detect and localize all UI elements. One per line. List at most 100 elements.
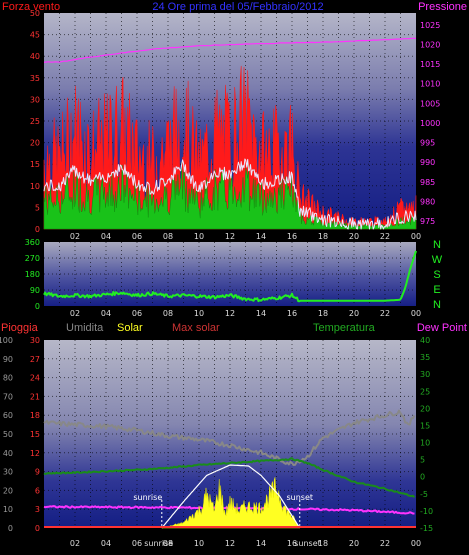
direction-y-tick: 180	[25, 270, 40, 279]
compass-s: S	[433, 269, 440, 281]
wind-y-tick: 30	[30, 95, 40, 104]
wind-axis-title: Forza vento	[2, 1, 60, 13]
wind-direction-line	[43, 250, 417, 303]
bot-x-tick: 02	[70, 539, 80, 548]
pressure-y-tick: 975	[420, 217, 435, 226]
wind-y-tick: 5	[35, 203, 40, 212]
temperature-y-tick: -15	[420, 524, 433, 533]
top-x-tick: 06	[132, 232, 142, 241]
legend-max-solar: Max solar	[172, 322, 220, 334]
pressure-y-tick: 980	[420, 198, 435, 207]
temperature-y-tick: 15	[420, 421, 430, 430]
rain-y-tick: 18	[30, 411, 40, 420]
wind-y-tick: 50	[30, 9, 40, 18]
dir-x-tick: 20	[349, 309, 359, 318]
legend-temperature: Temperatura	[313, 322, 376, 334]
bot-x-tick: 16	[287, 539, 297, 548]
rain-y-tick: 9	[35, 468, 40, 477]
bot-x-tick: 18	[318, 539, 328, 548]
top-x-tick: 20	[349, 232, 359, 241]
legend-solar: Solar	[117, 322, 143, 334]
dir-x-tick: 08	[163, 309, 173, 318]
temperature-y-tick: 0	[420, 473, 425, 482]
bot-x-tick: 14	[256, 539, 266, 548]
temperature-y-tick: 10	[420, 439, 430, 448]
humidity-line	[43, 409, 416, 466]
humidity-y-tick: 70	[3, 392, 13, 401]
top-x-tick: 00	[411, 232, 421, 241]
top-x-tick: 08	[163, 232, 173, 241]
pressure-y-tick: 990	[420, 158, 435, 167]
pressure-line	[43, 37, 416, 63]
rain-y-tick: 0	[35, 524, 40, 533]
humidity-y-tick: 60	[3, 411, 13, 420]
dir-x-tick: 10	[194, 309, 204, 318]
compass-e: E	[433, 284, 440, 296]
compass-w: W	[432, 254, 443, 266]
rain-y-tick: 3	[35, 505, 40, 514]
dir-x-tick: 12	[225, 309, 235, 318]
bot-x-tick: 20	[349, 539, 359, 548]
dir-x-tick: 00	[411, 309, 421, 318]
bot-x-tick: 12	[225, 539, 235, 548]
pressure-y-tick: 1000	[420, 119, 440, 128]
humidity-y-tick: 50	[3, 430, 13, 439]
chart-title: 24 Ore prima del 05/Febbraio/2012	[152, 1, 323, 13]
direction-y-tick: 270	[25, 254, 40, 263]
sunrise-annotation: sunrise	[133, 493, 162, 502]
temperature-y-tick: 5	[420, 456, 425, 465]
rain-y-tick: 15	[30, 430, 40, 439]
wind-speed-area	[43, 65, 417, 230]
rain-y-tick: 12	[30, 449, 40, 458]
wind-y-tick: 25	[30, 117, 40, 126]
solar-area	[161, 477, 301, 529]
dir-x-tick: 16	[287, 309, 297, 318]
bot-x-tick: 22	[380, 539, 390, 548]
direction-y-tick: 0	[35, 302, 40, 311]
dir-x-tick: 14	[256, 309, 266, 318]
legend-dew-point: Dew Point	[417, 322, 467, 334]
pressure-y-tick: 1020	[420, 40, 440, 49]
bot-x-tick: 06	[132, 539, 142, 548]
top-x-tick: 02	[70, 232, 80, 241]
dir-x-tick: 22	[380, 309, 390, 318]
temperature-y-tick: 30	[420, 370, 430, 379]
rain-y-tick: 30	[30, 336, 40, 345]
rain-y-tick: 21	[30, 392, 40, 401]
pressure-y-tick: 1010	[420, 80, 440, 89]
pressure-y-tick: 1005	[420, 99, 440, 108]
top-x-tick: 18	[318, 232, 328, 241]
bot-x-tick: 00	[411, 539, 421, 548]
wind-y-tick: 45	[30, 31, 40, 40]
pressure-y-tick: 1025	[420, 21, 440, 30]
top-x-tick: 22	[380, 232, 390, 241]
sunset-x-label: sunset	[294, 539, 321, 548]
bot-x-tick: 10	[194, 539, 204, 548]
wind-y-tick: 35	[30, 74, 40, 83]
wind-y-tick: 40	[30, 52, 40, 61]
temperature-line	[43, 457, 416, 499]
humidity-y-tick: 0	[8, 524, 13, 533]
temperature-y-tick: -10	[420, 507, 433, 516]
pressure-y-tick: 1015	[420, 60, 440, 69]
temperature-y-tick: 20	[420, 404, 430, 413]
direction-y-tick: 90	[30, 286, 40, 295]
top-x-tick: 12	[225, 232, 235, 241]
wind-y-tick: 20	[30, 139, 40, 148]
compass-n-top: N	[433, 239, 441, 251]
wind-base-area	[43, 161, 417, 230]
pressure-y-tick: 995	[420, 139, 435, 148]
top-x-tick: 04	[101, 232, 111, 241]
dir-x-tick: 18	[318, 309, 328, 318]
rain-y-tick: 27	[30, 355, 40, 364]
top-x-tick: 16	[287, 232, 297, 241]
wind-y-tick: 10	[30, 182, 40, 191]
temperature-y-tick: 25	[420, 387, 430, 396]
temperature-y-tick: -5	[420, 490, 428, 499]
wind-average-line	[43, 158, 417, 230]
humidity-y-tick: 10	[3, 505, 13, 514]
humidity-y-tick: 30	[3, 468, 13, 477]
compass-n-bottom: N	[433, 299, 441, 311]
dir-x-tick: 04	[101, 309, 111, 318]
